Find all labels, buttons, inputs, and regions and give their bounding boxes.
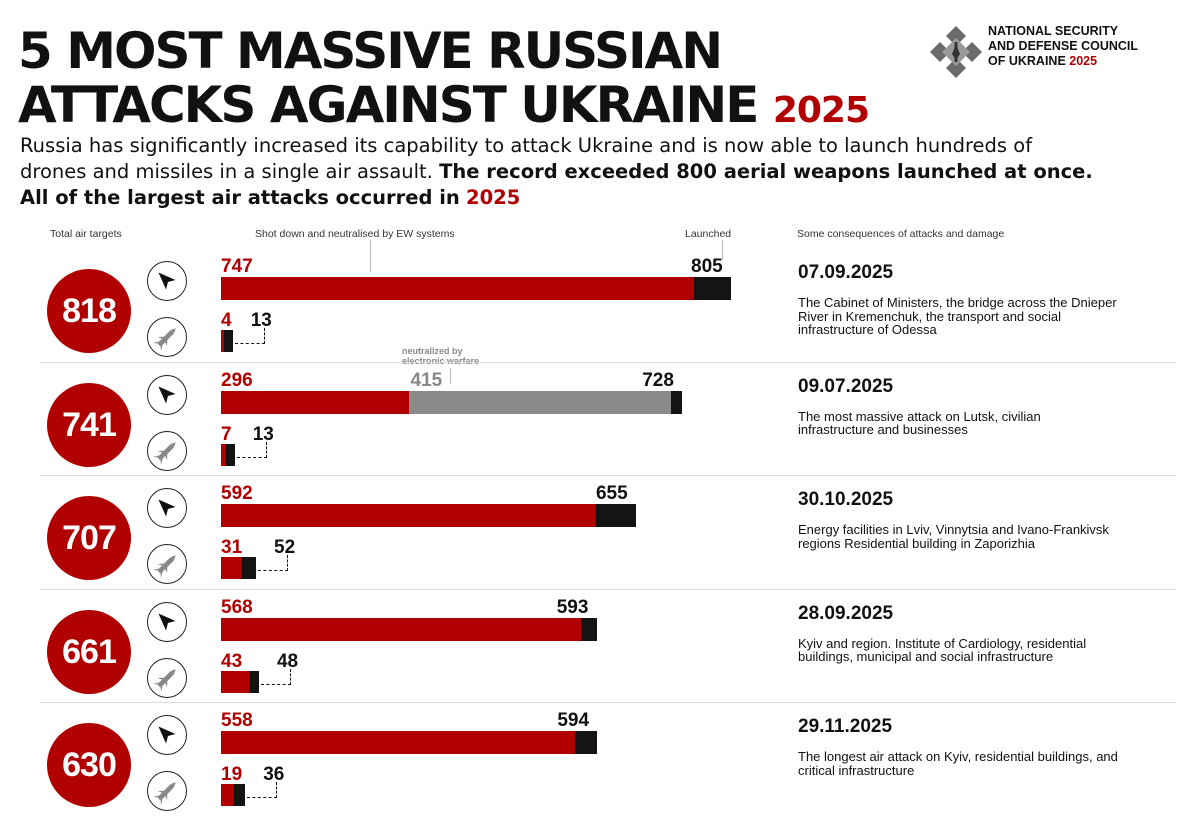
ew-note: neutralized by electronic warfare xyxy=(402,346,479,366)
attack-consequences: Energy facilities in Lviv, Vinnytsia and… xyxy=(798,522,1109,551)
subtitle: Russia has significantly increased its c… xyxy=(20,133,1100,211)
col-header-total: Total air targets xyxy=(50,228,122,240)
drone-shot-label: 558 xyxy=(221,710,253,731)
title-year: 2025 xyxy=(772,90,870,131)
drone-launched-label: 728 xyxy=(642,369,674,391)
missile-launched-label: 36 xyxy=(263,764,285,785)
drone-shot-label: 296 xyxy=(221,369,253,391)
attack-date: 30.10.2025 xyxy=(798,489,894,510)
drone-icon xyxy=(147,261,187,301)
total-targets-circle: 741 xyxy=(47,382,131,467)
col-header-shot: Shot down and neutralised by EW systems xyxy=(255,228,455,240)
drone-shot-bar xyxy=(221,617,581,641)
subtitle-year: 2025 xyxy=(466,186,521,209)
leader-line-ew xyxy=(450,368,451,384)
drone-shot-label: 747 xyxy=(221,256,253,277)
col-header-consequences: Some consequences of attacks and damage xyxy=(797,228,1005,240)
attack-date: 07.09.2025 xyxy=(798,262,894,283)
drone-launched-label: 594 xyxy=(557,710,590,731)
row-separator xyxy=(40,361,1176,363)
drone-launched-label: 805 xyxy=(691,256,723,277)
missile-shot-bar xyxy=(221,330,224,352)
missile-icon xyxy=(147,430,187,471)
missile-shot-label: 7 xyxy=(221,423,232,445)
drone-icon xyxy=(147,715,187,755)
attack-date: 28.09.2025 xyxy=(798,602,894,624)
subtitle-plain: Russia has significantly increased its c… xyxy=(20,134,1033,183)
attack-date: 29.11.2025 xyxy=(798,716,893,737)
attack-consequences: Kyiv and region. Institute of Cardiology… xyxy=(798,635,1087,664)
org-year: 2025 xyxy=(1069,54,1098,68)
missile-shot-label: 19 xyxy=(221,764,243,785)
missile-leader-dash xyxy=(247,782,278,798)
total-targets-circle: 818 xyxy=(47,269,131,353)
missile-shot-bar xyxy=(221,784,234,806)
drone-shot-label: 592 xyxy=(221,483,253,504)
missile-launched-label: 48 xyxy=(276,650,299,672)
missile-launched-label: 52 xyxy=(274,537,296,558)
attack-consequences: The longest air attack on Kyiv, resident… xyxy=(798,749,1118,778)
missile-leader-dash xyxy=(236,441,267,458)
org-line-3: OF UKRAINE 2025 xyxy=(988,54,1138,69)
missile-shot-bar xyxy=(221,443,226,466)
missile-icon xyxy=(147,544,187,584)
row-separator xyxy=(40,588,1176,590)
leader-line-shot xyxy=(370,240,371,272)
title-line-1: 5 MOST MASSIVE RUSSIAN xyxy=(18,22,723,80)
drone-shot-label: 568 xyxy=(221,596,253,618)
missile-launched-label: 13 xyxy=(250,310,272,331)
subtitle-bold: The record exceeded 800 aerial weapons l… xyxy=(20,160,1093,209)
missile-shot-bar xyxy=(221,670,250,693)
org-line-3-text: OF UKRAINE xyxy=(988,54,1066,68)
ew-note-line-1: neutralized by xyxy=(402,346,463,356)
total-targets-circle: 661 xyxy=(47,609,131,694)
nsdc-emblem-icon xyxy=(928,24,984,80)
missile-icon xyxy=(147,771,187,811)
drone-shot-bar xyxy=(221,731,575,754)
org-line-2: AND DEFENSE COUNCIL xyxy=(988,39,1139,53)
ew-note-line-2: electronic warfare xyxy=(402,356,479,366)
org-name: NATIONAL SECURITY AND DEFENSE COUNCIL OF… xyxy=(988,24,1138,69)
missile-leader-dash xyxy=(258,555,288,571)
missile-icon xyxy=(147,657,187,698)
missile-leader-dash xyxy=(260,668,291,685)
drone-icon xyxy=(147,601,187,642)
missile-icon xyxy=(147,317,187,357)
missile-shot-label: 43 xyxy=(221,650,243,672)
missile-shot-label: 4 xyxy=(221,310,232,331)
missile-launched-bar xyxy=(221,330,233,352)
drone-shot-bar xyxy=(221,277,695,300)
drone-launched-label: 655 xyxy=(595,483,628,504)
total-targets-circle: 707 xyxy=(47,496,131,580)
missile-launched-label: 13 xyxy=(252,423,274,445)
drone-icon xyxy=(147,374,187,415)
drone-shot-bar xyxy=(221,504,597,527)
drone-icon xyxy=(147,488,187,528)
row-separator xyxy=(40,702,1176,703)
missile-shot-label: 31 xyxy=(221,537,243,558)
title-line-2-text: ATTACKS AGAINST UKRAINE xyxy=(18,76,759,134)
missile-leader-dash xyxy=(234,328,265,344)
row-separator xyxy=(40,475,1176,476)
missile-shot-bar xyxy=(221,557,242,579)
total-targets-circle: 630 xyxy=(47,723,131,807)
drone-launched-label: 593 xyxy=(556,596,589,618)
attack-consequences: The most massive attack on Lutsk, civili… xyxy=(798,408,1041,437)
drone-shot-bar xyxy=(221,390,409,414)
title-line-2: ATTACKS AGAINST UKRAINE 2025 xyxy=(18,80,870,131)
col-header-launched: Launched xyxy=(685,228,732,240)
attack-consequences: The Cabinet of Ministers, the bridge acr… xyxy=(798,295,1117,337)
leader-line-launched xyxy=(722,240,723,260)
attack-date: 09.07.2025 xyxy=(798,375,894,397)
org-line-1: NATIONAL SECURITY xyxy=(988,24,1119,38)
drone-ew-label: 415 xyxy=(410,369,443,391)
